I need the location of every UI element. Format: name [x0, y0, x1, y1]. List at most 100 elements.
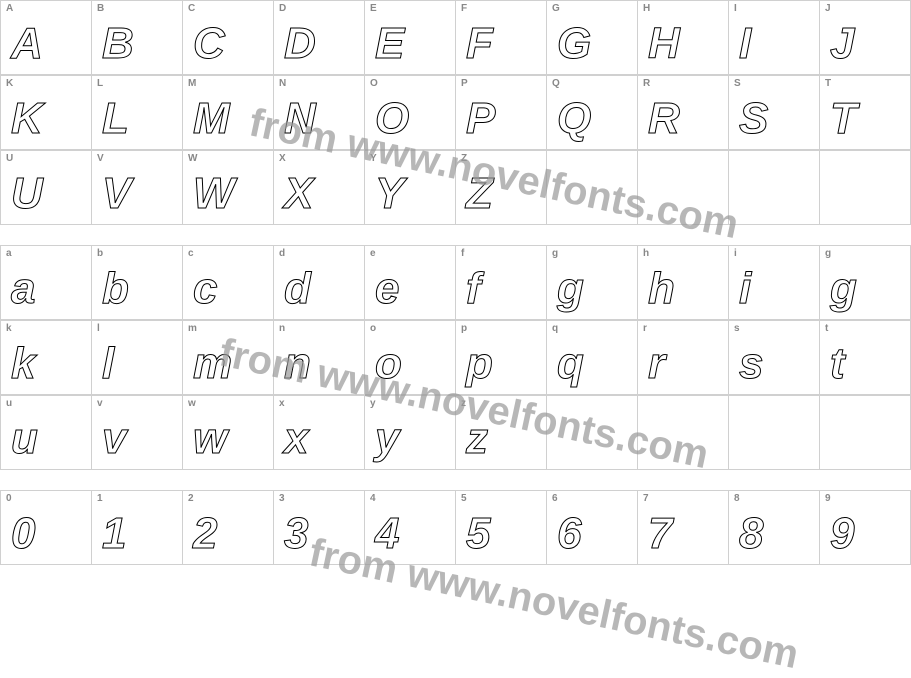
glyph-cell: YY	[365, 151, 456, 225]
font-row: KKLLMMNNOOPPQQRRSSTT	[0, 75, 911, 150]
glyph-cell: ZZ	[456, 151, 547, 225]
cell-label: 7	[643, 493, 649, 504]
glyph-cell: LL	[92, 76, 183, 150]
cell-label: p	[461, 323, 467, 334]
cell-label: L	[97, 78, 103, 89]
font-map-container: AABBCCDDEEFFGGHHIIJJKKLLMMNNOOPPQQRRSSTT…	[0, 0, 911, 565]
glyph-cell: qq	[547, 321, 638, 395]
cell-glyph: 0	[11, 509, 33, 559]
glyph-cell: MM	[183, 76, 274, 150]
cell-glyph: Q	[557, 94, 589, 144]
font-row: AABBCCDDEEFFGGHHIIJJ	[0, 0, 911, 75]
cell-label: b	[97, 248, 103, 259]
cell-glyph: e	[375, 264, 397, 314]
glyph-cell: SS	[729, 76, 820, 150]
cell-label: H	[643, 3, 650, 14]
glyph-cell: ss	[729, 321, 820, 395]
cell-glyph: N	[284, 94, 314, 144]
cell-glyph: H	[648, 19, 678, 69]
cell-label: t	[825, 323, 828, 334]
cell-glyph: k	[11, 339, 33, 389]
cell-label: 4	[370, 493, 376, 504]
glyph-cell: WW	[183, 151, 274, 225]
glyph-cell	[638, 396, 729, 470]
cell-glyph: y	[375, 414, 397, 464]
glyph-cell: OO	[365, 76, 456, 150]
glyph-cell: hh	[638, 246, 729, 320]
cell-glyph: m	[193, 339, 230, 389]
cell-glyph: r	[648, 339, 663, 389]
glyph-cell: NN	[274, 76, 365, 150]
cell-glyph: W	[193, 169, 233, 219]
cell-glyph: P	[466, 94, 493, 144]
glyph-cell: ii	[729, 246, 820, 320]
cell-glyph: L	[102, 94, 127, 144]
cell-label: 9	[825, 493, 831, 504]
glyph-cell: dd	[274, 246, 365, 320]
cell-label: i	[734, 248, 737, 259]
cell-glyph: l	[102, 339, 112, 389]
cell-label: 3	[279, 493, 285, 504]
row-spacer	[0, 225, 911, 245]
cell-glyph: X	[284, 169, 311, 219]
cell-label: q	[552, 323, 558, 334]
glyph-cell: VV	[92, 151, 183, 225]
cell-glyph: D	[284, 19, 314, 69]
cell-glyph: 9	[830, 509, 852, 559]
cell-label: M	[188, 78, 196, 89]
cell-glyph: 1	[102, 509, 124, 559]
cell-label: m	[188, 323, 197, 334]
cell-glyph: q	[557, 339, 582, 389]
glyph-cell: II	[729, 1, 820, 75]
cell-label: w	[188, 398, 196, 409]
cell-glyph: g	[557, 264, 582, 314]
cell-label: c	[188, 248, 194, 259]
cell-glyph: d	[284, 264, 309, 314]
glyph-cell: xx	[274, 396, 365, 470]
cell-label: W	[188, 153, 197, 164]
cell-label: T	[825, 78, 831, 89]
cell-label: K	[6, 78, 13, 89]
cell-label: a	[6, 248, 12, 259]
glyph-cell: oo	[365, 321, 456, 395]
cell-label: v	[97, 398, 103, 409]
cell-label: Z	[461, 153, 467, 164]
cell-label: 0	[6, 493, 12, 504]
cell-label: R	[643, 78, 650, 89]
cell-glyph: 8	[739, 509, 761, 559]
cell-label: 6	[552, 493, 558, 504]
cell-glyph: 5	[466, 509, 488, 559]
cell-label: y	[370, 398, 376, 409]
cell-glyph: Y	[375, 169, 402, 219]
glyph-cell: KK	[1, 76, 92, 150]
cell-glyph: 2	[193, 509, 215, 559]
cell-label: F	[461, 3, 467, 14]
font-row: UUVVWWXXYYZZ	[0, 150, 911, 225]
cell-label: O	[370, 78, 378, 89]
cell-label: 5	[461, 493, 467, 504]
cell-glyph: v	[102, 414, 124, 464]
cell-label: o	[370, 323, 376, 334]
cell-label: 8	[734, 493, 740, 504]
glyph-cell: ff	[456, 246, 547, 320]
cell-glyph: 4	[375, 509, 397, 559]
cell-glyph: g	[830, 264, 855, 314]
glyph-cell: 77	[638, 491, 729, 565]
cell-glyph: Z	[466, 169, 491, 219]
cell-glyph: c	[193, 264, 215, 314]
glyph-cell: 00	[1, 491, 92, 565]
cell-label: u	[6, 398, 12, 409]
glyph-cell: 55	[456, 491, 547, 565]
cell-label: G	[552, 3, 560, 14]
cell-label: n	[279, 323, 285, 334]
glyph-cell: kk	[1, 321, 92, 395]
font-row: uuvvwwxxyyzz	[0, 395, 911, 470]
cell-glyph: u	[11, 414, 36, 464]
cell-label: 1	[97, 493, 103, 504]
cell-label: P	[461, 78, 468, 89]
cell-label: Q	[552, 78, 560, 89]
glyph-cell: ee	[365, 246, 456, 320]
cell-label: J	[825, 3, 831, 14]
glyph-cell: PP	[456, 76, 547, 150]
cell-label: z	[461, 398, 466, 409]
